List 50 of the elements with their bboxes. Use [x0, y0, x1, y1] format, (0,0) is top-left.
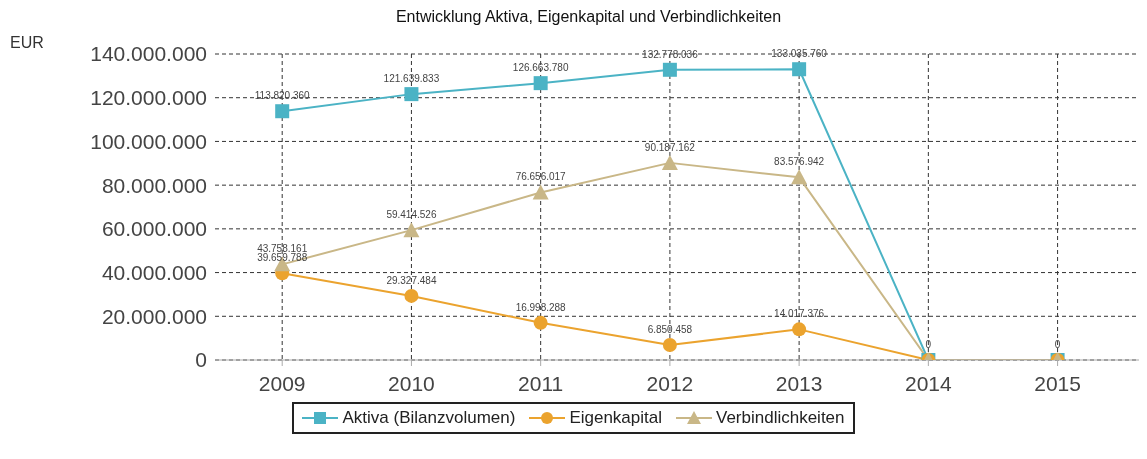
data-label: 90.187.162: [644, 141, 696, 153]
x-tick-label: 2014: [904, 371, 953, 395]
chart-title: Entwicklung Aktiva, Eigenkapital und Verbindlichkeiten: [394, 8, 783, 27]
data-label: 14.017.376: [774, 308, 825, 320]
point: [533, 76, 548, 91]
y-tick-label: 0: [195, 348, 207, 372]
point: [403, 222, 420, 238]
data-label: 133.035.760: [771, 48, 828, 60]
point: [792, 322, 807, 337]
data-label: 113.820.360: [254, 90, 311, 102]
data-label: 121.639.833: [383, 73, 440, 85]
point: [662, 62, 677, 77]
data-label: 83.576.942: [774, 156, 825, 168]
data-label: 43.758.161: [257, 243, 308, 255]
point: [533, 315, 548, 330]
data-label: 126.663.780: [512, 62, 569, 74]
y-tick-label: 140.000.000: [90, 42, 207, 66]
y-tick-label: 60.000.000: [101, 217, 207, 241]
y-tick-label: 40.000.000: [101, 261, 207, 285]
y-tick-label: 20.000.000: [101, 304, 207, 328]
y-tick-label: 120.000.000: [90, 86, 207, 110]
data-label: 59.414.526: [386, 209, 437, 221]
point: [792, 62, 807, 77]
x-tick-label: 2013: [775, 371, 823, 395]
data-label: 76.656.017: [515, 171, 567, 183]
x-tick-label: 2015: [1034, 371, 1081, 395]
legend-label: Aktiva (Bilanzvolumen): [342, 408, 516, 428]
legend-label: Verbindlichkeiten: [716, 408, 845, 428]
data-label: 16.998.288: [515, 301, 567, 313]
point: [275, 104, 290, 119]
point: [404, 288, 419, 303]
x-tick-label: 2010: [388, 371, 435, 395]
data-label: 0: [1054, 339, 1061, 350]
x-tick-label: 2009: [258, 371, 306, 395]
data-label: 0: [925, 339, 932, 350]
legend-label: Eigenkapital: [569, 408, 662, 428]
x-tick-label: 2012: [646, 371, 694, 395]
point: [532, 184, 549, 200]
y-axis-title: EUR: [10, 34, 44, 52]
data-label: 39.659.788: [257, 252, 308, 264]
y-tick-label: 100.000.000: [90, 129, 207, 153]
data-label: 29.327.484: [386, 274, 437, 286]
data-label: 6.850.458: [647, 324, 693, 336]
y-tick-label: 80.000.000: [101, 173, 207, 197]
x-tick-label: 2011: [518, 371, 564, 395]
data-label: 132.778.036: [642, 48, 699, 60]
point: [404, 87, 419, 102]
point: [661, 154, 678, 170]
point: [662, 338, 677, 353]
point: [791, 169, 808, 185]
